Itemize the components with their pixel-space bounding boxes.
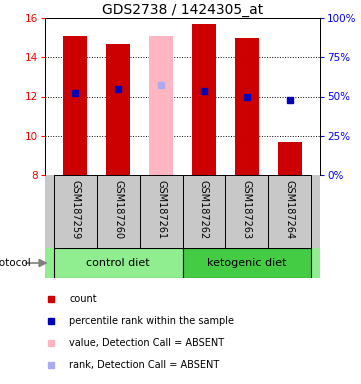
Text: ketogenic diet: ketogenic diet bbox=[207, 258, 287, 268]
Text: count: count bbox=[69, 294, 97, 304]
Text: GSM187259: GSM187259 bbox=[70, 180, 80, 240]
Text: GSM187260: GSM187260 bbox=[113, 180, 123, 240]
Bar bbox=[63, 36, 87, 175]
Text: value, Detection Call = ABSENT: value, Detection Call = ABSENT bbox=[69, 338, 224, 348]
Bar bbox=[140, 175, 183, 248]
Text: control diet: control diet bbox=[86, 258, 150, 268]
Bar bbox=[53, 248, 183, 278]
Bar bbox=[269, 175, 312, 248]
Bar bbox=[149, 36, 173, 175]
Text: GSM187262: GSM187262 bbox=[199, 180, 209, 240]
Bar bbox=[192, 24, 216, 175]
Bar bbox=[96, 175, 140, 248]
Text: protocol: protocol bbox=[0, 258, 31, 268]
Title: GDS2738 / 1424305_at: GDS2738 / 1424305_at bbox=[102, 3, 263, 17]
Text: GSM187264: GSM187264 bbox=[285, 180, 295, 240]
Bar bbox=[106, 43, 130, 175]
Bar bbox=[235, 38, 259, 175]
Text: GSM187261: GSM187261 bbox=[156, 180, 166, 240]
Text: GSM187263: GSM187263 bbox=[242, 180, 252, 240]
Bar bbox=[278, 142, 302, 175]
Text: percentile rank within the sample: percentile rank within the sample bbox=[69, 316, 234, 326]
Bar bbox=[226, 175, 269, 248]
Bar bbox=[53, 175, 96, 248]
Bar bbox=[183, 175, 226, 248]
Text: rank, Detection Call = ABSENT: rank, Detection Call = ABSENT bbox=[69, 360, 219, 370]
Bar bbox=[183, 248, 312, 278]
